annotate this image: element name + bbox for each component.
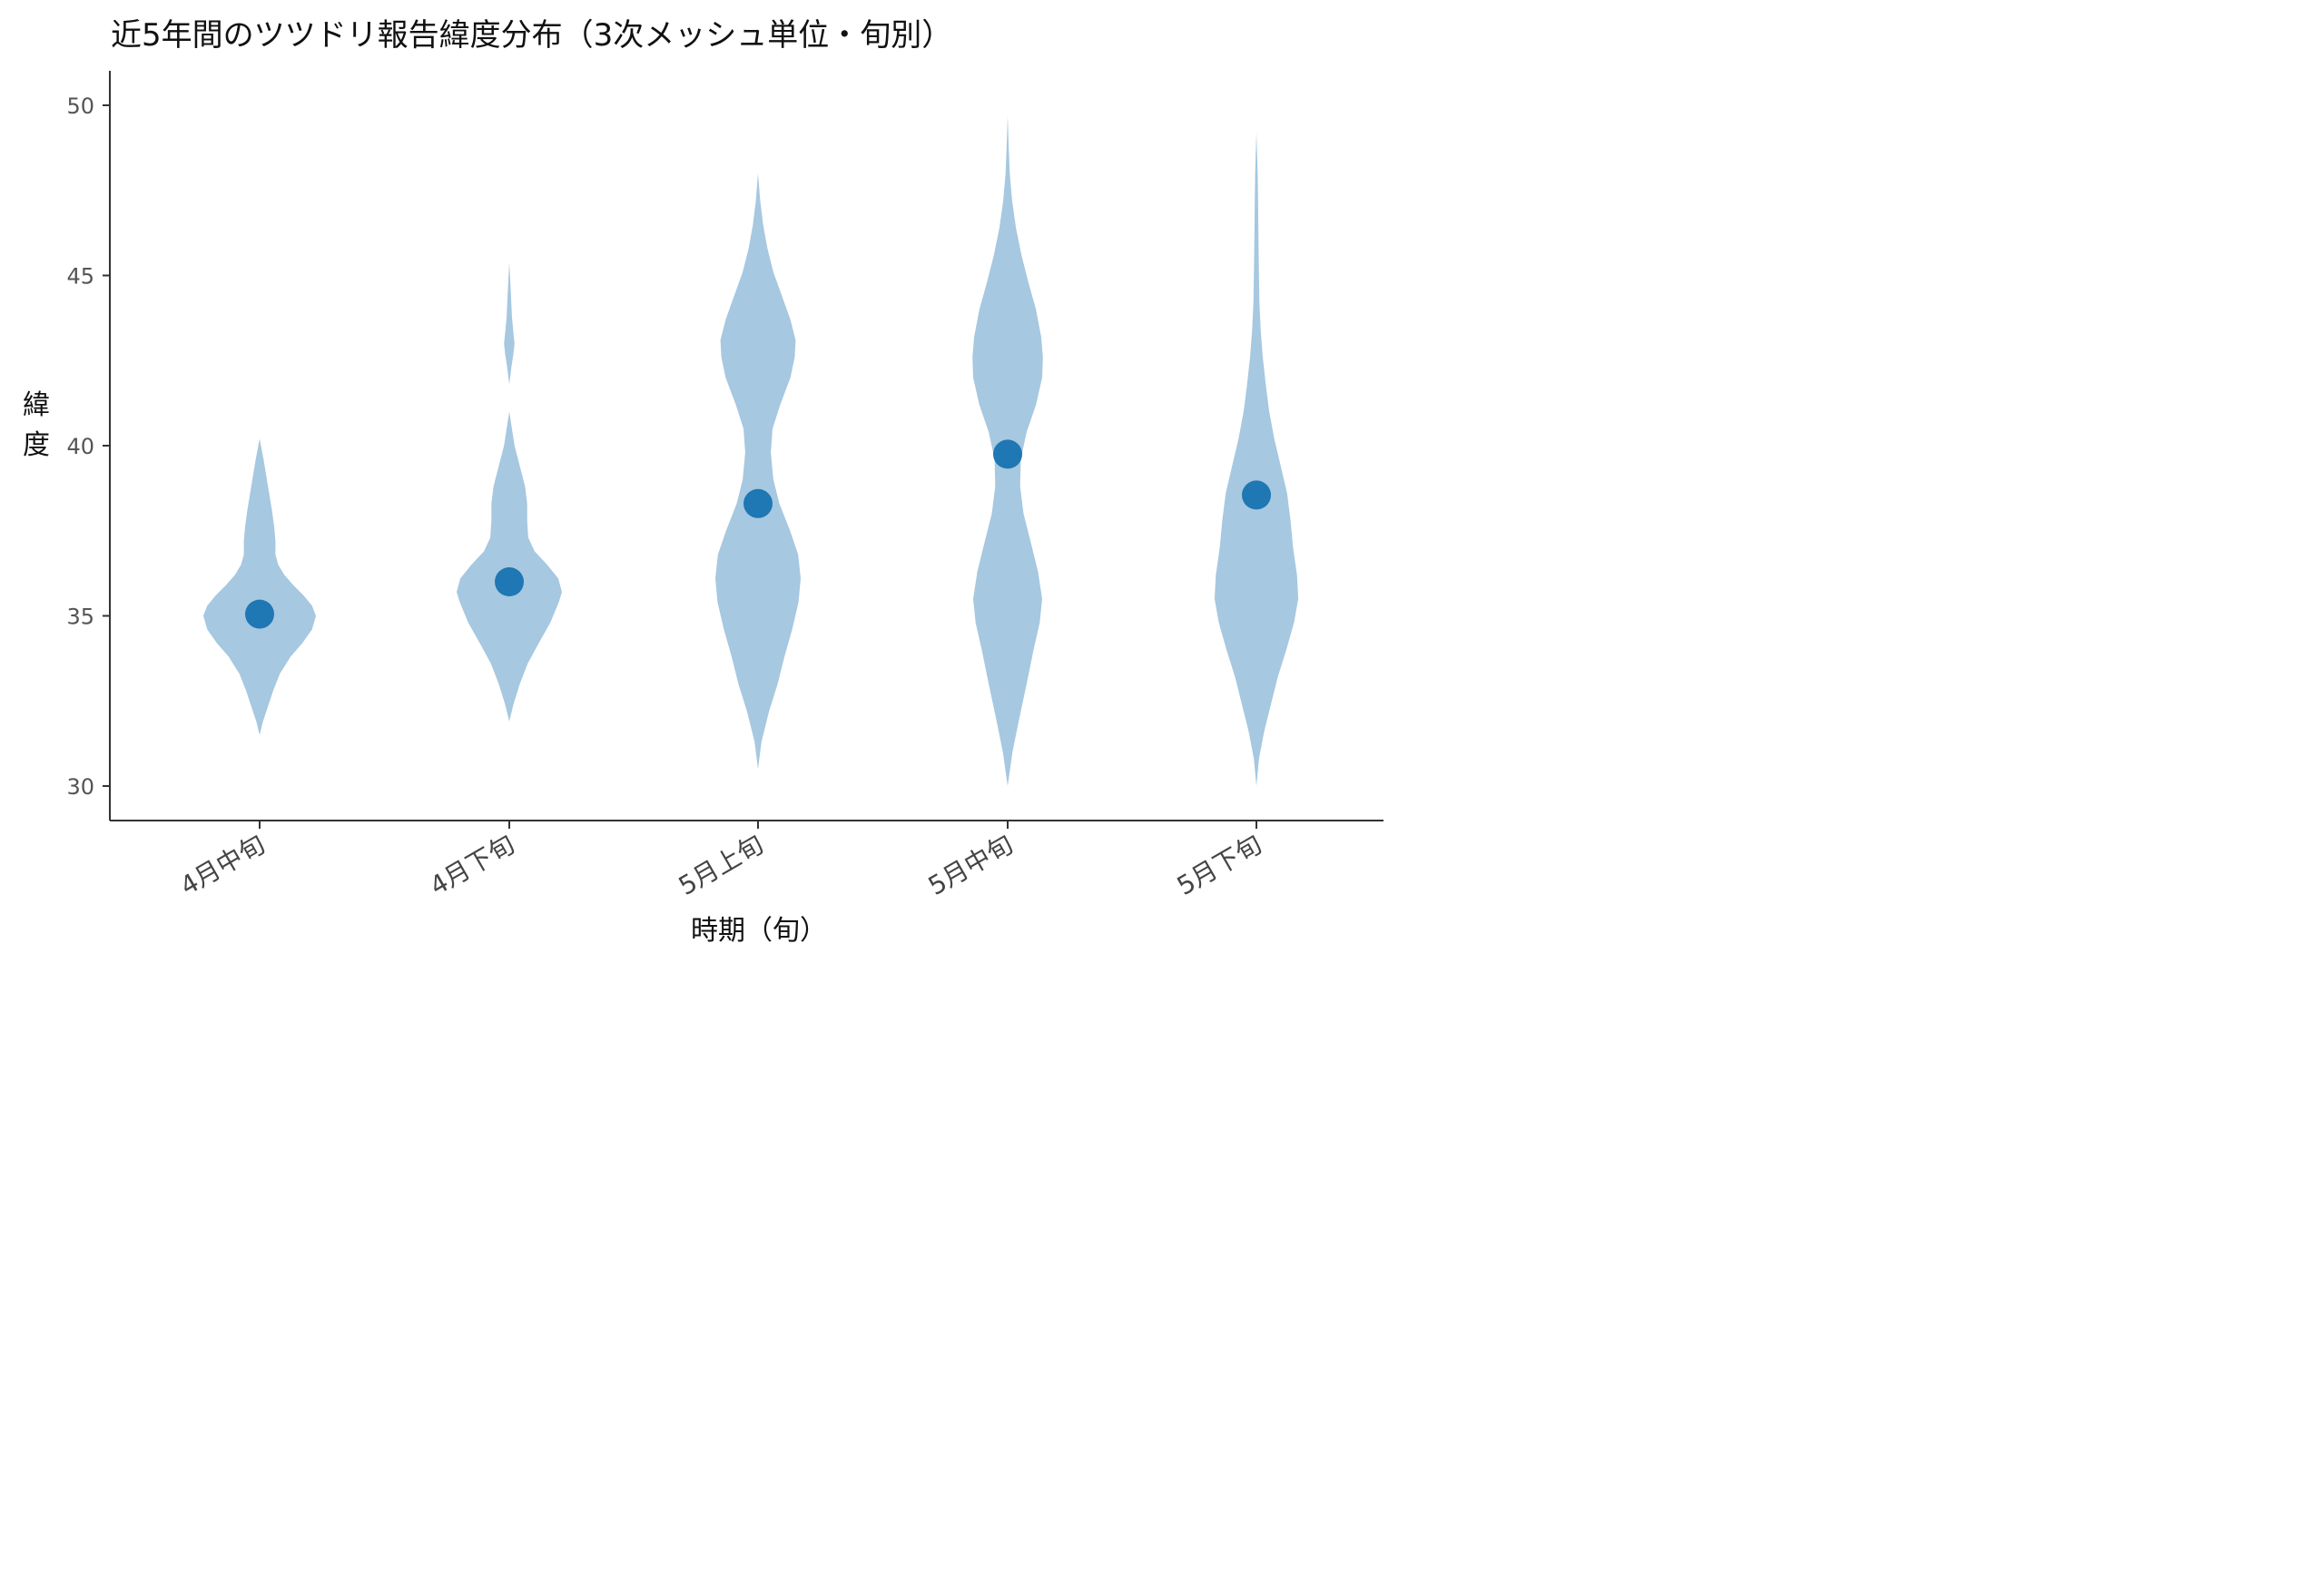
y-axis-label: 緯度 — [23, 389, 50, 461]
y-tick-label-45: 45 — [66, 264, 94, 290]
x-axis: 4月中旬 4月下旬 5月上旬 5月中旬 5月下旬 — [110, 820, 1384, 901]
x-tick-label-2: 4月下旬 — [425, 829, 520, 900]
x-tick-label-3: 5月上旬 — [674, 829, 769, 900]
violins-layer — [203, 115, 1299, 786]
violin-2 — [457, 261, 562, 722]
violin-1 — [203, 438, 316, 735]
mean-point-5 — [1242, 480, 1271, 510]
means-layer — [245, 439, 1271, 629]
y-tick-label-40: 40 — [66, 434, 94, 459]
y-tick-label-30: 30 — [66, 774, 94, 800]
x-tick-label-5: 5月下旬 — [1172, 829, 1267, 900]
mean-point-2 — [495, 567, 524, 596]
violin-3 — [715, 173, 801, 770]
x-tick-label-1: 4月中旬 — [175, 829, 271, 900]
chart-title: 近5年間のツツドリ報告緯度分布（3次メッシュ単位・旬別） — [111, 17, 952, 54]
y-axis: 30 35 40 45 50 — [66, 71, 111, 821]
mean-point-1 — [245, 599, 274, 629]
y-tick-label-35: 35 — [66, 605, 94, 630]
violin-chart: 近5年間のツツドリ報告緯度分布（3次メッシュ単位・旬別） 3035404550 … — [23, 17, 1384, 947]
x-axis-label: 時期（旬） — [691, 915, 827, 947]
x-tick-label-4: 5月中旬 — [923, 829, 1019, 900]
violin-5 — [1214, 133, 1299, 786]
mean-point-3 — [743, 488, 773, 518]
mean-point-4 — [993, 439, 1022, 469]
y-tick-label-50: 50 — [66, 93, 94, 119]
